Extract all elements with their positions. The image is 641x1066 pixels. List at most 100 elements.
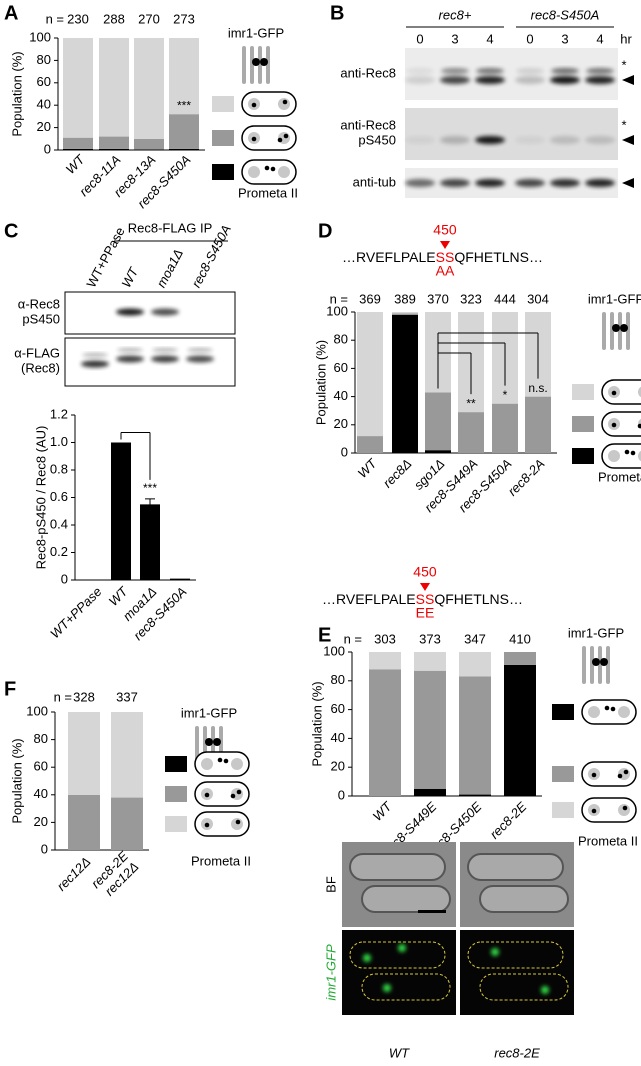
panel-label: D: [318, 220, 332, 242]
lane-label: 4: [486, 31, 493, 46]
mutation-position: 450: [413, 564, 437, 580]
y-tick-label: 0.6: [50, 489, 68, 504]
nonspecific-mark: *: [621, 57, 626, 72]
gfp-signal: [363, 954, 371, 962]
bar-segment: [414, 652, 446, 671]
chromosome-icon: [252, 58, 260, 66]
cell-outline: [479, 973, 569, 1001]
y-tick-label: 80: [334, 332, 348, 347]
y-tick-label: 40: [334, 388, 348, 403]
cell-icon: [223, 758, 229, 764]
n-value: 303: [374, 631, 396, 646]
chromosome-icon: [612, 324, 620, 332]
bar-segment: [111, 797, 143, 850]
cell-icon: [248, 166, 260, 178]
bar-segment: [357, 312, 383, 437]
cell-icon: [610, 706, 616, 712]
y-tick-label: 100: [26, 703, 48, 718]
lane-label: 3: [561, 31, 568, 46]
y-tick-label: 0: [341, 444, 348, 459]
blot-band: [151, 308, 179, 316]
n-value: 373: [419, 631, 441, 646]
mutation-arrow: [419, 583, 430, 591]
x-tick-label: rec8-2Erec12Δ: [88, 848, 142, 902]
bar-segment: [369, 652, 401, 670]
y-tick-label: 60: [334, 360, 348, 375]
bar-segment: [99, 148, 129, 150]
legend-title: imr1-GFP: [588, 291, 641, 306]
cell-icon: [630, 450, 636, 456]
scale-bar: [418, 910, 446, 913]
bar-segment: [63, 148, 93, 150]
nonspecific-mark: *: [621, 117, 626, 132]
lane-label: WT: [118, 264, 141, 290]
legend-swatch: [212, 164, 234, 180]
blot-band: [406, 68, 434, 74]
cell-icon: [581, 761, 637, 787]
legend-swatch: [552, 704, 574, 720]
sequence: …RVEFLPALESSQFHETLNS…: [342, 249, 543, 265]
lane-label: 0: [526, 31, 533, 46]
y-tick-label: 20: [34, 814, 48, 829]
y-tick-label: 0: [44, 141, 51, 156]
y-tick-label: 60: [37, 74, 51, 89]
n-value: 410: [509, 631, 531, 646]
bar-segment: [459, 652, 491, 677]
cell-icon: [618, 706, 630, 718]
cell-icon: [617, 773, 623, 779]
lane-label: 3: [451, 31, 458, 46]
n-value: 323: [460, 291, 482, 306]
cell-icon: [588, 706, 600, 718]
bar-segment: [392, 313, 418, 315]
cell-icon: [270, 166, 276, 172]
y-tick-label: 100: [29, 29, 51, 44]
y-tick-label: 60: [34, 759, 48, 774]
panel-label: E: [318, 624, 331, 646]
cell-icon: [601, 379, 641, 405]
image-column-label: rec8-2E: [494, 1045, 540, 1060]
blot-row-label: α-Rec8 pS450: [18, 297, 60, 327]
y-tick-label: 0.4: [50, 516, 68, 531]
bar-segment: [169, 148, 199, 150]
n-value: 270: [138, 11, 160, 26]
blot-band: [476, 68, 504, 74]
cell-icon: [204, 792, 210, 798]
x-tick-label: rec12Δ: [54, 854, 94, 894]
cell-icon: [194, 811, 250, 837]
legend-swatch: [212, 130, 234, 146]
cell-icon: [278, 166, 290, 178]
annotation: **: [466, 396, 476, 410]
band-arrow: [622, 135, 634, 145]
bar-segment: [68, 794, 100, 850]
n-value: 230: [67, 11, 89, 26]
bar-segment: [504, 652, 536, 665]
bar-segment: [169, 38, 199, 115]
substitution: AA: [436, 263, 455, 279]
time-unit: hr: [620, 31, 632, 46]
legend-caption: Prometa II: [598, 469, 641, 484]
bar-segment: [169, 114, 199, 149]
bar-segment: [414, 670, 446, 789]
n-value: 337: [116, 689, 138, 704]
cell-icon: [608, 450, 620, 462]
blot: [405, 108, 618, 160]
bar-segment: [99, 38, 129, 137]
cell-icon: [638, 386, 641, 398]
bar-segment: [504, 664, 536, 796]
bar-segment: [111, 712, 143, 798]
cell-icon: [601, 443, 641, 469]
n-value: 347: [464, 631, 486, 646]
cell: [467, 853, 564, 881]
panel-label: C: [4, 220, 18, 242]
y-tick-label: 1.0: [50, 434, 68, 449]
cell-icon: [601, 411, 641, 437]
bar-segment: [392, 314, 418, 453]
chromosome-icon: [620, 324, 628, 332]
cell-icon: [241, 91, 297, 117]
sequence-part: SS: [436, 249, 455, 265]
bar-segment: [63, 137, 93, 149]
y-tick-label: 20: [37, 119, 51, 134]
lane-group-label: rec8-S450A: [531, 7, 600, 22]
micrograph: [342, 930, 456, 1015]
cell: [479, 885, 569, 913]
